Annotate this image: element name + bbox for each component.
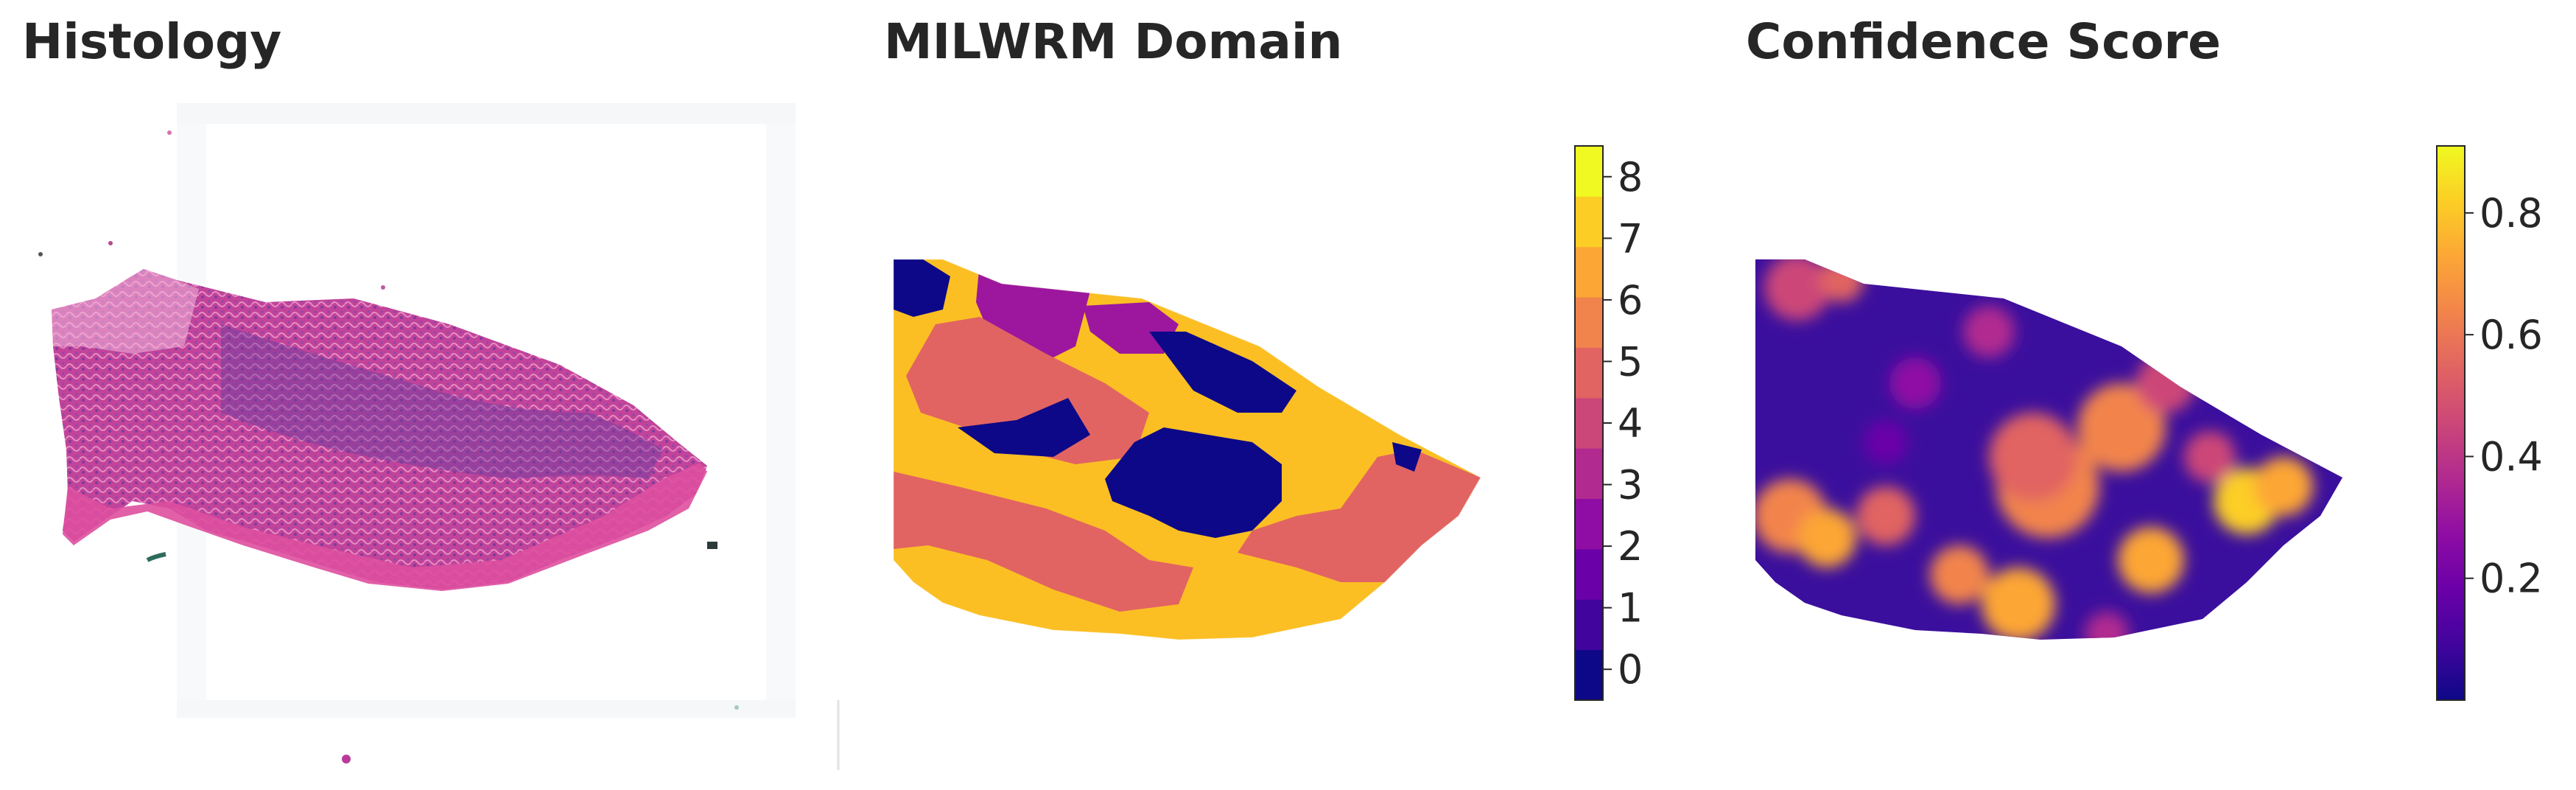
- colorbar-tick-label: 2: [1618, 523, 1643, 570]
- confidence-map: [1755, 259, 2342, 640]
- colorbar-tick-label: 3: [1618, 462, 1643, 508]
- colorbar-tick-label: 5: [1618, 338, 1643, 385]
- colorbar-tick-label: 0.8: [2480, 190, 2543, 237]
- colorbar-tick-label: 4: [1618, 400, 1643, 447]
- colorbar-segment: [1575, 498, 1603, 550]
- histology-image: [38, 103, 840, 770]
- colorbar-tick-label: 8: [1618, 154, 1643, 200]
- colorbar-tick-label: 0.6: [2480, 312, 2543, 358]
- confidence-title: Confidence Score: [1746, 13, 2221, 70]
- domain-colorbar: 0 1 2 3 4 5 6 7 8: [1574, 145, 1643, 701]
- colorbar-segment: [1575, 599, 1603, 651]
- colorbar-tick-label: 6: [1618, 277, 1643, 324]
- colorbar-tick-label: 0.4: [2480, 433, 2543, 480]
- domain-title: MILWRM Domain: [884, 13, 1343, 70]
- colorbar-gradient: [2436, 145, 2466, 701]
- colorbar-tick-label: 0.2: [2480, 556, 2543, 602]
- confidence-colorbar: 0.2 0.4 0.6 0.8: [2436, 145, 2543, 701]
- colorbar-segment: [1575, 196, 1603, 248]
- colorbar-segment: [1575, 347, 1603, 399]
- colorbar-tick-label: 7: [1618, 215, 1643, 262]
- colorbar-segment: [1575, 146, 1603, 197]
- colorbar-segment: [1575, 548, 1603, 600]
- colorbar-tick-label: 0: [1618, 646, 1643, 693]
- histology-title: Histology: [22, 13, 282, 70]
- domain-map: [894, 259, 1481, 640]
- colorbar-tick-label: 1: [1618, 585, 1643, 632]
- colorbar-segment: [1575, 397, 1603, 449]
- colorbar-segment: [1575, 297, 1603, 348]
- colorbar-segment: [1575, 246, 1603, 298]
- colorbar-segment: [1575, 448, 1603, 500]
- colorbar-segment: [1575, 649, 1603, 701]
